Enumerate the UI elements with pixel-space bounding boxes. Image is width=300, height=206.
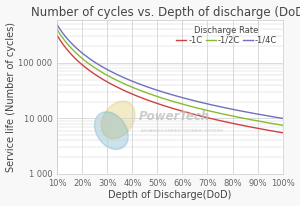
-1/2C bbox=[240, 117, 244, 119]
-1/2C bbox=[190, 105, 193, 108]
-1/4C bbox=[275, 116, 279, 119]
Line: -1/4C: -1/4C bbox=[57, 25, 283, 118]
Ellipse shape bbox=[94, 112, 128, 150]
-1C bbox=[240, 124, 244, 126]
-1/4C bbox=[163, 91, 166, 94]
-1/4C bbox=[177, 96, 181, 98]
-1/2C bbox=[281, 124, 284, 126]
Text: ADVANCED ENERGY STORAGE SYSTEMS: ADVANCED ENERGY STORAGE SYSTEMS bbox=[141, 129, 223, 133]
Legend: -1C, -1/2C, -1/4C: -1C, -1/2C, -1/4C bbox=[175, 24, 278, 47]
-1/2C bbox=[275, 123, 279, 126]
-1/4C bbox=[164, 92, 167, 94]
-1/2C bbox=[177, 102, 181, 104]
-1/4C bbox=[56, 24, 59, 26]
-1/4C bbox=[281, 117, 284, 119]
-1/2C bbox=[56, 29, 59, 31]
-1C bbox=[164, 105, 167, 108]
Text: PowerTech: PowerTech bbox=[138, 110, 210, 123]
-1C bbox=[177, 109, 181, 111]
Ellipse shape bbox=[101, 101, 135, 139]
X-axis label: Depth of Discharge(DoD): Depth of Discharge(DoD) bbox=[108, 190, 232, 200]
-1C bbox=[163, 104, 166, 107]
Line: -1/2C: -1/2C bbox=[57, 30, 283, 125]
-1/2C bbox=[163, 97, 166, 100]
-1C bbox=[190, 112, 193, 115]
-1/4C bbox=[240, 110, 244, 112]
-1/4C bbox=[190, 99, 193, 101]
-1C bbox=[275, 131, 279, 133]
Line: -1C: -1C bbox=[57, 36, 283, 133]
-1/2C bbox=[164, 98, 167, 101]
Title: Number of cycles vs. Depth of discharge (DoD): Number of cycles vs. Depth of discharge … bbox=[31, 6, 300, 19]
-1C bbox=[56, 34, 59, 37]
-1C bbox=[281, 131, 284, 134]
Y-axis label: Service life (Number of cycles): Service life (Number of cycles) bbox=[6, 22, 16, 172]
